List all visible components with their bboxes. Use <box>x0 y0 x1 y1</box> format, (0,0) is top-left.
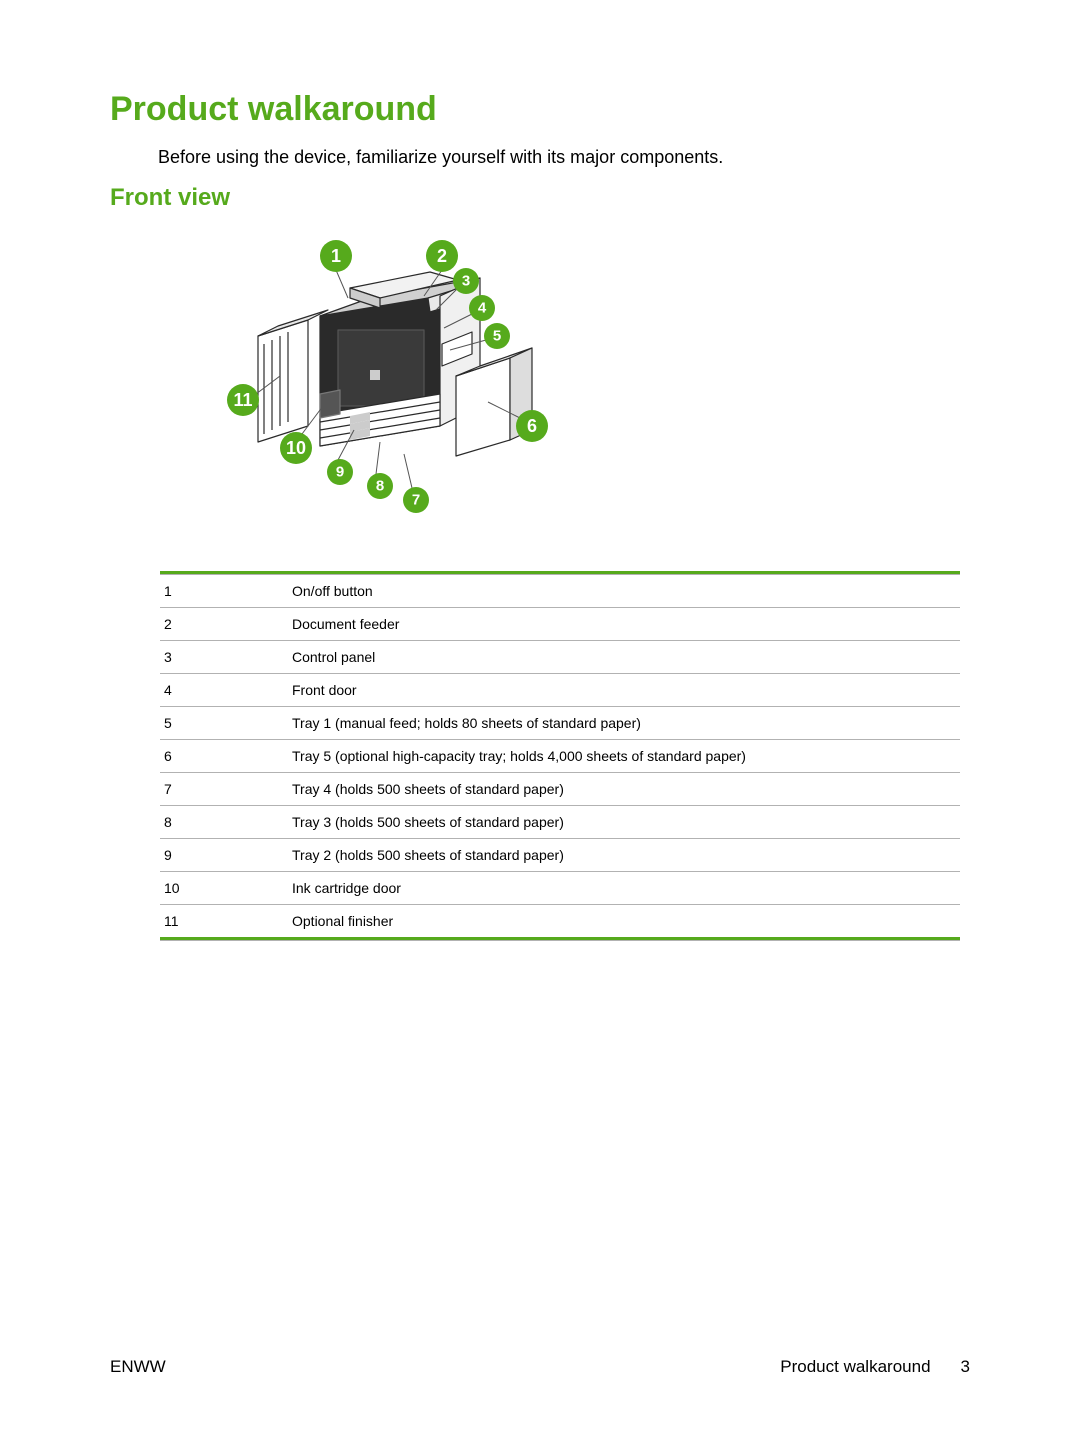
legend-number: 7 <box>160 773 288 806</box>
legend-number: 1 <box>160 575 288 608</box>
legend-number: 4 <box>160 674 288 707</box>
callout-number: 8 <box>376 478 384 495</box>
callout-number: 2 <box>437 246 447 266</box>
callout-number: 5 <box>493 328 501 345</box>
page-title: Product walkaround <box>110 90 970 129</box>
intro-text: Before using the device, familiarize you… <box>158 147 970 168</box>
table-row: 5Tray 1 (manual feed; holds 80 sheets of… <box>160 707 960 740</box>
table-row: 2Document feeder <box>160 608 960 641</box>
front-view-diagram: 1 2345 6 7 8 9 10 11 <box>220 226 580 531</box>
legend-table: 1On/off button2Document feeder3Control p… <box>160 571 960 941</box>
table-row: 7Tray 4 (holds 500 sheets of standard pa… <box>160 773 960 806</box>
callout-number: 10 <box>286 438 306 458</box>
table-row: 10Ink cartridge door <box>160 872 960 905</box>
callout-number: 11 <box>233 390 252 410</box>
callout-number: 4 <box>478 300 487 317</box>
legend-description: Document feeder <box>288 608 960 641</box>
footer-page-number: 3 <box>961 1357 970 1377</box>
manual-page: Product walkaround Before using the devi… <box>0 0 1080 1437</box>
legend-description: Tray 1 (manual feed; holds 80 sheets of … <box>288 707 960 740</box>
table-row: 1On/off button <box>160 575 960 608</box>
callout-number: 7 <box>412 492 420 509</box>
table-row: 9Tray 2 (holds 500 sheets of standard pa… <box>160 839 960 872</box>
table-row: 4Front door <box>160 674 960 707</box>
legend-description: Front door <box>288 674 960 707</box>
legend-number: 9 <box>160 839 288 872</box>
table-row: 8Tray 3 (holds 500 sheets of standard pa… <box>160 806 960 839</box>
legend-description: Tray 3 (holds 500 sheets of standard pap… <box>288 806 960 839</box>
callout-number: 3 <box>462 273 470 290</box>
legend-description: Ink cartridge door <box>288 872 960 905</box>
callout-number: 9 <box>336 464 344 481</box>
callout-number: 6 <box>527 416 537 436</box>
legend-description: Control panel <box>288 641 960 674</box>
page-footer: ENWW Product walkaround 3 <box>110 1357 970 1377</box>
legend-number: 6 <box>160 740 288 773</box>
table-row: 11Optional finisher <box>160 905 960 938</box>
legend-number: 11 <box>160 905 288 938</box>
legend-description: On/off button <box>288 575 960 608</box>
footer-left: ENWW <box>110 1357 166 1377</box>
table-row: 3Control panel <box>160 641 960 674</box>
legend-number: 2 <box>160 608 288 641</box>
legend-description: Tray 2 (holds 500 sheets of standard pap… <box>288 839 960 872</box>
footer-section-label: Product walkaround <box>780 1357 930 1377</box>
legend-number: 3 <box>160 641 288 674</box>
legend-number: 10 <box>160 872 288 905</box>
legend-description: Tray 4 (holds 500 sheets of standard pap… <box>288 773 960 806</box>
table-row: 6Tray 5 (optional high-capacity tray; ho… <box>160 740 960 773</box>
legend-description: Optional finisher <box>288 905 960 938</box>
legend-number: 8 <box>160 806 288 839</box>
printer-diagram-svg: 1 2345 6 7 8 9 10 11 <box>220 226 580 526</box>
section-heading: Front view <box>110 184 970 212</box>
legend-description: Tray 5 (optional high-capacity tray; hol… <box>288 740 960 773</box>
callout-number: 1 <box>331 246 341 266</box>
legend-number: 5 <box>160 707 288 740</box>
